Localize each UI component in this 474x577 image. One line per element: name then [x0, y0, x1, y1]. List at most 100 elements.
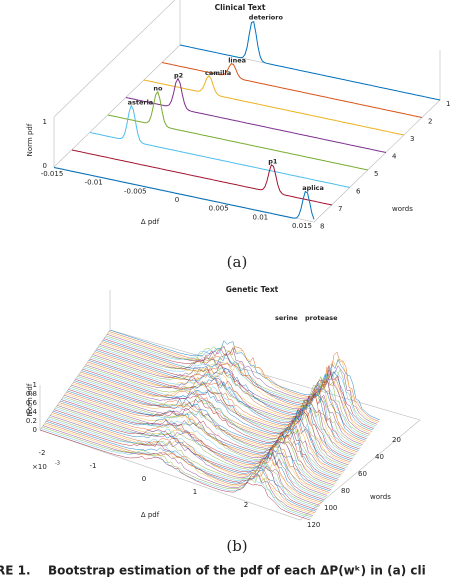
pdf-curve: [79, 373, 350, 464]
pdf-curve: [103, 338, 374, 429]
x-tick-label: -1: [90, 462, 97, 470]
pdf-curve: [41, 426, 313, 518]
annotation: protease: [305, 314, 338, 322]
pdf-curve: [71, 149, 333, 206]
pdf-curve: [42, 425, 314, 516]
pdf-curve: [70, 386, 341, 477]
words-tick-label: 6: [356, 188, 361, 196]
pdf-curve: [105, 335, 376, 426]
x-tick-label: 1: [193, 488, 197, 496]
pdf-curve: [82, 368, 353, 460]
pdf-curve: [61, 399, 332, 490]
pdf-curve: [100, 342, 371, 434]
caption-a: (a): [227, 253, 248, 271]
pdf-curve: [81, 370, 352, 461]
pdf-curve: [86, 363, 357, 454]
pdf-curve: [74, 380, 345, 471]
pdf-curve: [92, 354, 363, 445]
pdf-curve: [75, 379, 346, 470]
pdf-curve: [51, 413, 322, 505]
pdf-curve: [57, 405, 328, 496]
annotation: aplica: [302, 184, 324, 192]
pdf-curve: [71, 384, 342, 476]
pdf-curve: [76, 377, 347, 469]
pdf-curve: [64, 394, 335, 486]
axes-box: [53, 0, 441, 223]
words-tick-label: 20: [392, 436, 401, 444]
pdf-curve: [125, 77, 387, 153]
words-axis-label: words: [392, 205, 413, 213]
x-tick-label: 0.01: [253, 213, 269, 221]
pdf-curve: [93, 352, 364, 444]
words-tick-label: 40: [375, 453, 384, 461]
pdf-curve: [53, 167, 315, 220]
z-tick-label: 0.6: [26, 399, 38, 407]
pdf-curve: [49, 416, 320, 508]
pdf-curve: [62, 397, 333, 489]
pdf-curve: [50, 415, 321, 506]
pdf-curve: [96, 348, 367, 440]
words-tick-label: 120: [307, 521, 320, 529]
words-tick-label: 4: [392, 153, 397, 161]
words-tick-label: 8: [320, 223, 324, 231]
annotation: linea: [228, 56, 246, 64]
x-axis-label: Δ pdf: [141, 511, 160, 519]
words-tick-label: 100: [324, 504, 337, 512]
pdf-curve: [85, 364, 356, 456]
x-tick-label: -0.005: [124, 187, 147, 195]
pdf-curve: [89, 358, 360, 450]
words-axis-label: words: [370, 493, 391, 501]
pdf-curve: [77, 376, 348, 467]
x-tick-label: 0: [142, 475, 146, 483]
pdf-curve: [39, 429, 311, 521]
words-tick-label: 7: [338, 205, 342, 213]
caption-b: (b): [226, 537, 247, 555]
pdf-curve: [101, 341, 372, 432]
z-tick-label: 0.8: [26, 390, 37, 398]
panel-title: Clinical Text: [215, 3, 266, 12]
words-tick-label: 3: [410, 135, 414, 143]
x-tick-label: -0.015: [41, 170, 64, 178]
figure-caption: Bootstrap estimation of the pdf of each …: [48, 564, 426, 577]
pdf-curve: [107, 332, 379, 424]
annotation: p1: [268, 157, 278, 165]
z-tick-label: 0.2: [26, 417, 37, 425]
x-tick-label: -0.01: [85, 179, 103, 187]
pdf-curve: [69, 387, 340, 479]
pdf-curve: [44, 423, 315, 515]
words-tick-label: 60: [358, 470, 367, 478]
annotation: deterioro: [249, 13, 284, 21]
pdf-curve: [67, 390, 338, 482]
pdf-curve: [161, 62, 423, 118]
x-tick-label: 2: [244, 501, 248, 509]
pdf-curve: [65, 393, 336, 485]
pdf-curve: [102, 339, 373, 431]
pdf-curve: [80, 371, 351, 463]
pdf-curve: [58, 403, 329, 495]
z-axis-label: Norm pdf: [26, 123, 34, 156]
x-axis-label: Δ pdf: [141, 218, 160, 226]
z-axis-label: Norm pdf: [26, 383, 34, 416]
pdf-curve: [47, 419, 318, 511]
exponent-power: -3: [55, 461, 60, 467]
annotation: asterla: [128, 98, 154, 106]
pdf-curve: [56, 406, 327, 498]
pdf-curve: [63, 396, 334, 487]
annotation: serine: [275, 314, 298, 322]
pdf-curve: [59, 402, 330, 493]
pdf-curve: [72, 383, 343, 474]
figure-number: RE 1.: [0, 564, 31, 577]
pdf-curve: [91, 355, 362, 447]
exponent: ×10: [32, 463, 47, 471]
pdf-curve: [52, 412, 323, 503]
pdf-curve: [40, 428, 312, 519]
z-tick-label: 1: [43, 118, 47, 126]
pdf-curve: [99, 344, 370, 435]
pdf-curve: [53, 410, 324, 502]
pdf-curve: [109, 329, 381, 421]
words-tick-label: 5: [374, 170, 378, 178]
annotation: camilla: [205, 69, 231, 77]
pdf-curve: [107, 90, 369, 171]
